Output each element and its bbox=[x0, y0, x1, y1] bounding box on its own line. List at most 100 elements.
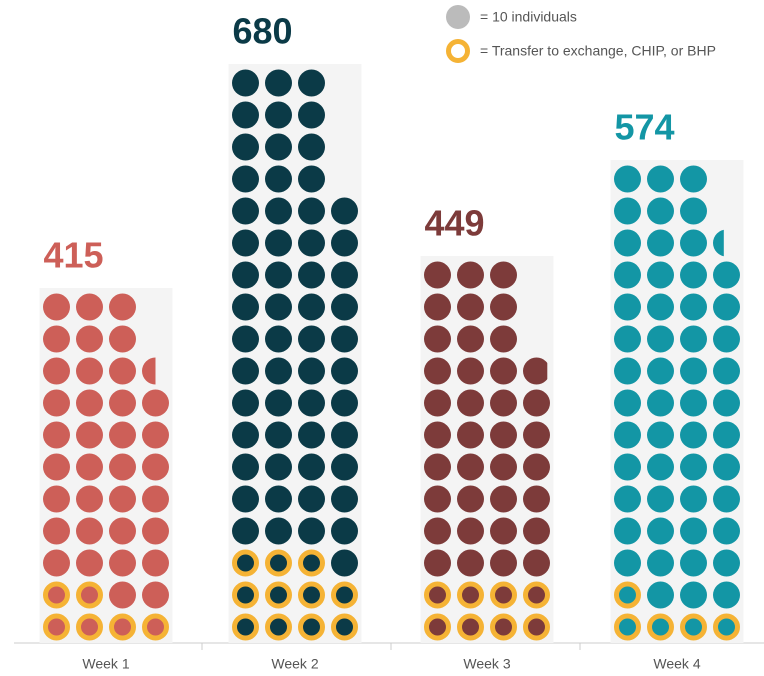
dot bbox=[713, 325, 740, 353]
dot bbox=[523, 549, 550, 577]
transfer-dot bbox=[298, 581, 325, 609]
dot bbox=[680, 357, 707, 385]
dot bbox=[232, 325, 259, 353]
dot bbox=[680, 229, 707, 257]
dot bbox=[490, 485, 517, 513]
dot bbox=[298, 517, 325, 545]
dot bbox=[647, 453, 674, 481]
dot bbox=[457, 421, 484, 449]
dot bbox=[614, 261, 641, 289]
dot bbox=[647, 165, 674, 193]
dot bbox=[265, 421, 292, 449]
dot bbox=[298, 453, 325, 481]
dot bbox=[614, 293, 641, 321]
dot bbox=[331, 485, 358, 513]
dot bbox=[76, 453, 103, 481]
dot bbox=[614, 229, 641, 257]
x-tick-label: Week 1 bbox=[82, 656, 129, 672]
dot bbox=[43, 389, 70, 417]
legend-unit-icon bbox=[446, 5, 470, 29]
dot bbox=[647, 229, 674, 257]
transfer-dot bbox=[43, 581, 70, 609]
dot bbox=[490, 389, 517, 417]
partial-dot bbox=[713, 229, 724, 257]
dot bbox=[298, 165, 325, 193]
dot bbox=[614, 517, 641, 545]
x-tick-label: Week 2 bbox=[271, 656, 318, 672]
transfer-dot bbox=[523, 613, 550, 641]
dot bbox=[331, 549, 358, 577]
partial-dot bbox=[523, 357, 548, 385]
bar-background bbox=[420, 256, 554, 643]
dot bbox=[43, 325, 70, 353]
bar-background bbox=[228, 64, 362, 643]
transfer-dot bbox=[298, 613, 325, 641]
dot bbox=[265, 357, 292, 385]
dot bbox=[265, 517, 292, 545]
transfer-dot bbox=[232, 581, 259, 609]
dot bbox=[109, 517, 136, 545]
dot bbox=[43, 549, 70, 577]
dot bbox=[647, 197, 674, 225]
dot bbox=[265, 389, 292, 417]
dot bbox=[298, 421, 325, 449]
transfer-dot bbox=[523, 581, 550, 609]
transfer-dot bbox=[614, 581, 641, 609]
dot bbox=[713, 293, 740, 321]
dot bbox=[490, 517, 517, 545]
dot bbox=[331, 197, 358, 225]
transfer-dot bbox=[76, 613, 103, 641]
value-label: 680 bbox=[233, 11, 293, 52]
dot bbox=[232, 453, 259, 481]
dot bbox=[232, 197, 259, 225]
dot bbox=[109, 389, 136, 417]
dot bbox=[76, 421, 103, 449]
dot bbox=[457, 389, 484, 417]
dot bbox=[109, 549, 136, 577]
dot bbox=[331, 293, 358, 321]
dot bbox=[109, 293, 136, 321]
dot bbox=[298, 485, 325, 513]
dot bbox=[713, 357, 740, 385]
dot bbox=[424, 549, 451, 577]
legend-transfer-icon bbox=[446, 39, 470, 63]
dot bbox=[109, 325, 136, 353]
transfer-dot bbox=[109, 613, 136, 641]
dot bbox=[424, 325, 451, 353]
dot bbox=[680, 165, 707, 193]
dot bbox=[647, 485, 674, 513]
dot bbox=[331, 261, 358, 289]
dot bbox=[647, 261, 674, 289]
dot bbox=[523, 453, 550, 481]
dot bbox=[424, 421, 451, 449]
dot bbox=[680, 485, 707, 513]
dot bbox=[76, 517, 103, 545]
dot bbox=[490, 549, 517, 577]
dot bbox=[76, 293, 103, 321]
dot bbox=[265, 293, 292, 321]
dot bbox=[680, 517, 707, 545]
dot bbox=[490, 421, 517, 449]
dot bbox=[142, 421, 169, 449]
dot bbox=[265, 101, 292, 129]
dot bbox=[76, 389, 103, 417]
dot bbox=[490, 325, 517, 353]
dot bbox=[298, 293, 325, 321]
dot bbox=[142, 453, 169, 481]
dot bbox=[232, 485, 259, 513]
dot bbox=[647, 581, 674, 609]
dot bbox=[43, 453, 70, 481]
dot bbox=[457, 485, 484, 513]
transfer-dot bbox=[424, 581, 451, 609]
dot bbox=[713, 485, 740, 513]
dot bbox=[232, 357, 259, 385]
dot bbox=[614, 357, 641, 385]
dot bbox=[490, 261, 517, 289]
x-tick-label: Week 4 bbox=[653, 656, 700, 672]
dot bbox=[298, 325, 325, 353]
dot bbox=[680, 453, 707, 481]
dot bbox=[457, 261, 484, 289]
dot bbox=[232, 517, 259, 545]
dot bbox=[265, 485, 292, 513]
dot bbox=[109, 485, 136, 513]
